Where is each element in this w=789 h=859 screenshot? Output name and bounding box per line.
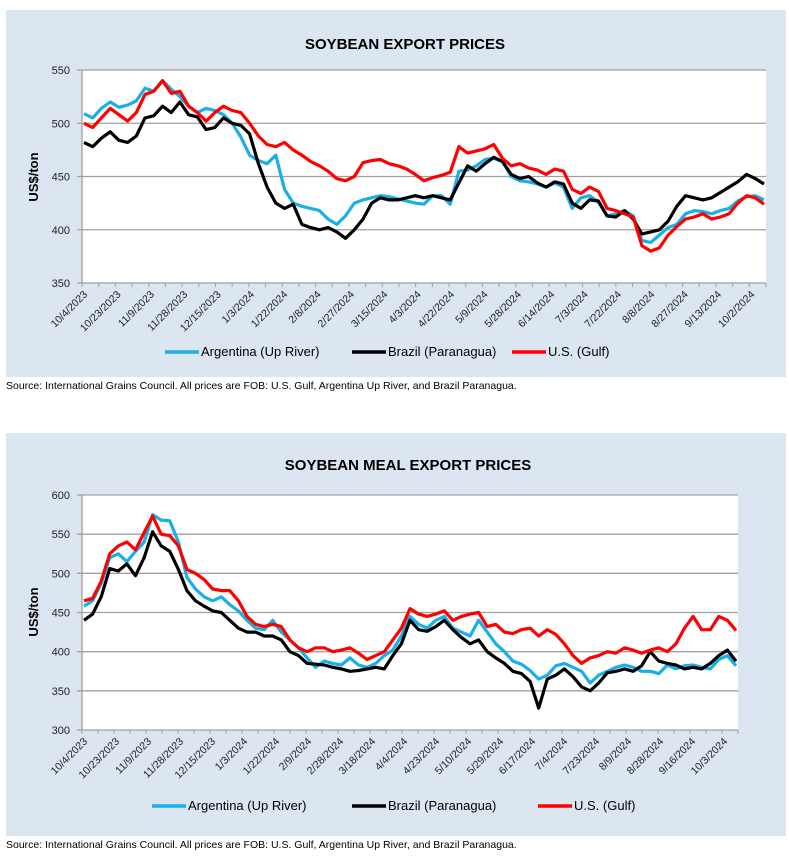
series-line-brazil: [83, 100, 765, 240]
series-line-us: [83, 514, 738, 666]
y-axis-label: US$/ton: [26, 152, 41, 201]
chart-title: SOYBEAN EXPORT PRICES: [305, 36, 505, 53]
y-tick-label: 500: [52, 118, 70, 130]
legend-label-argentina: Argentina (Up River): [188, 798, 307, 813]
chart-title: SOYBEAN MEAL EXPORT PRICES: [285, 457, 531, 474]
y-axis-label: US$/ton: [26, 587, 41, 636]
y-tick-label: 550: [52, 529, 70, 541]
y-tick-label: 450: [52, 608, 70, 620]
y-tick-label: 400: [52, 647, 70, 659]
source-note: Source: International Grains Council. Al…: [6, 380, 517, 392]
legend-label-us: U.S. (Gulf): [548, 344, 609, 359]
source-note: Source: International Grains Council. Al…: [6, 839, 517, 851]
y-tick-label: 450: [52, 172, 70, 184]
legend-label-brazil: Brazil (Paranagua): [388, 344, 496, 359]
y-tick-label: 500: [52, 568, 70, 580]
y-tick-label: 300: [52, 725, 70, 737]
y-tick-label: 400: [52, 225, 70, 237]
legend-label-us: U.S. (Gulf): [574, 798, 635, 813]
y-tick-label: 600: [52, 490, 70, 502]
series-line-brazil: [83, 530, 738, 710]
series-line-us: [83, 79, 765, 253]
y-tick-label: 550: [52, 65, 70, 77]
legend-label-brazil: Brazil (Paranagua): [388, 798, 496, 813]
legend-label-argentina: Argentina (Up River): [201, 344, 320, 359]
y-tick-label: 350: [52, 686, 70, 698]
series-line-argentina: [83, 512, 738, 685]
y-tick-label: 350: [52, 278, 70, 290]
